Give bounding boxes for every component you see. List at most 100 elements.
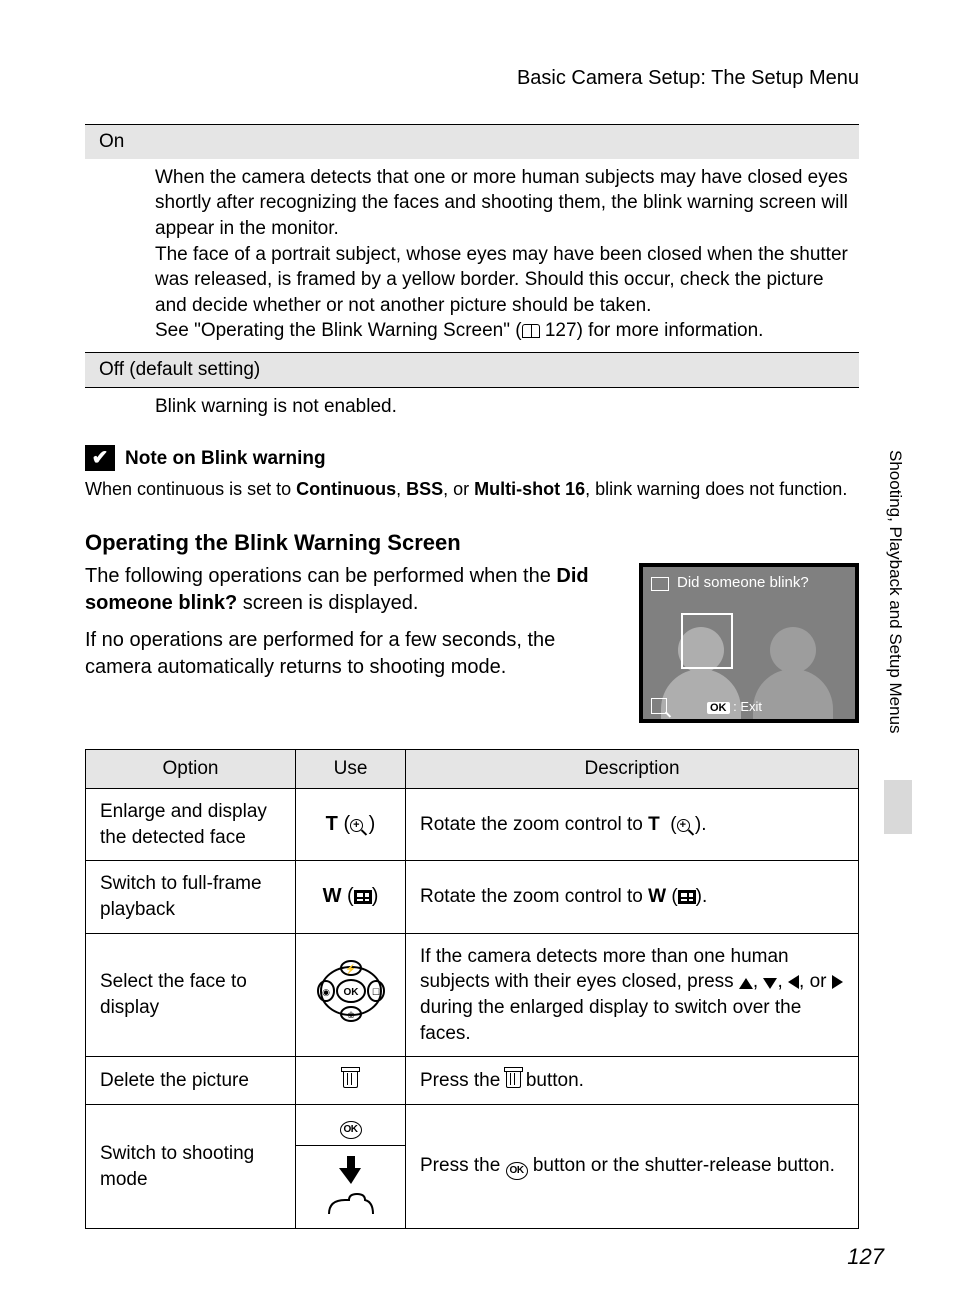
note-heading-row: ✔ Note on Blink warning xyxy=(85,445,859,471)
r2-desc-post: . xyxy=(702,886,707,907)
r1-desc-pre: Rotate the zoom control to xyxy=(420,814,648,835)
r2-desc-bold: W xyxy=(648,886,666,907)
table-row: Delete the picture Press the button. xyxy=(86,1057,859,1105)
table-row: Switch to full-frame playback W () Rotat… xyxy=(86,861,859,933)
r1-use: T ( ) xyxy=(296,789,406,861)
note-b2: BSS xyxy=(406,479,443,499)
note-block: ✔ Note on Blink warning When continuous … xyxy=(85,445,859,501)
up-icon xyxy=(739,978,753,989)
page-content: On When the camera detects that one or m… xyxy=(0,92,954,1229)
svg-text:◉: ◉ xyxy=(322,987,330,997)
th-description: Description xyxy=(406,750,859,789)
down-icon xyxy=(763,978,777,989)
svg-text:⚡: ⚡ xyxy=(345,963,356,975)
screen-exit: OK : Exit xyxy=(707,698,762,716)
r5-desc-pre: Press the xyxy=(420,1155,506,1176)
page-number: 127 xyxy=(847,1242,884,1272)
on-paragraph-2: The face of a portrait subject, whose ey… xyxy=(155,242,849,319)
r3-use: OK ⚡ ❀ ◉ ☐ xyxy=(296,933,406,1057)
r5-use-ok: OK xyxy=(296,1105,406,1146)
p1-post: screen is displayed. xyxy=(237,592,418,614)
note-b1: Continuous xyxy=(296,479,396,499)
r4-use xyxy=(296,1057,406,1105)
section-p2: If no operations are performed for a few… xyxy=(85,627,621,681)
note-text: When continuous is set to Continuous, BS… xyxy=(85,477,859,501)
multi-selector-icon: OK ⚡ ❀ ◉ ☐ xyxy=(315,955,387,1027)
r3-option: Select the face to display xyxy=(86,933,296,1057)
exit-text: : Exit xyxy=(733,699,762,714)
r2-use: W () xyxy=(296,861,406,933)
zoom-in-icon xyxy=(350,819,363,832)
chapter-title: Basic Camera Setup: The Setup Menu xyxy=(0,0,954,92)
note-pre: When continuous is set to xyxy=(85,479,296,499)
book-icon xyxy=(522,324,540,338)
r1-desc: Rotate the zoom control to T ( ). xyxy=(406,789,859,861)
note-s1: , xyxy=(396,479,406,499)
screen-title-bar: Did someone blink? xyxy=(651,573,847,593)
on-paragraph-1: When the camera detects that one or more… xyxy=(155,165,849,242)
svg-text:OK: OK xyxy=(343,987,359,998)
operations-table: Option Use Description Enlarge and displ… xyxy=(85,749,859,1229)
section-text: The following operations can be performe… xyxy=(85,563,621,691)
trash-icon xyxy=(506,1071,521,1088)
on-p3-post: ) for more information. xyxy=(577,320,764,341)
r1-use-letter: T xyxy=(326,813,338,835)
section-heading: Operating the Blink Warning Screen xyxy=(85,528,859,558)
setting-on-body: When the camera detects that one or more… xyxy=(85,159,859,352)
r2-desc: Rotate the zoom control to W (). xyxy=(406,861,859,933)
r2-option: Switch to full-frame playback xyxy=(86,861,296,933)
r4-option: Delete the picture xyxy=(86,1057,296,1105)
zoom-in-icon xyxy=(677,819,690,832)
on-paragraph-3: See "Operating the Blink Warning Screen"… xyxy=(155,318,849,344)
r5-option: Switch to shooting mode xyxy=(86,1105,296,1229)
r2-desc-pre: Rotate the zoom control to xyxy=(420,886,648,907)
r1-desc-bold: T xyxy=(648,814,660,835)
face-frame xyxy=(681,613,733,669)
thumbnail-icon xyxy=(354,890,372,904)
r5-desc-post: button or the shutter-release button. xyxy=(528,1155,835,1176)
magnify-icon xyxy=(651,698,667,714)
setting-on-header: On xyxy=(85,124,859,159)
ok-icon: OK xyxy=(340,1121,362,1139)
th-use: Use xyxy=(296,750,406,789)
shutter-icon xyxy=(327,1192,375,1218)
r5-desc: Press the OK button or the shutter-relea… xyxy=(406,1105,859,1229)
table-row: Enlarge and display the detected face T … xyxy=(86,789,859,861)
svg-text:☐: ☐ xyxy=(371,987,379,997)
return-icon xyxy=(651,577,669,591)
ok-tag: OK xyxy=(707,702,730,714)
r4-desc-post: button. xyxy=(521,1070,584,1091)
arrow-down-icon xyxy=(339,1156,363,1184)
on-p3-ref: 127 xyxy=(540,320,577,341)
on-p3-pre: See "Operating the Blink Warning Screen"… xyxy=(155,320,522,341)
note-b3: Multi-shot 16 xyxy=(474,479,585,499)
screen-footer: OK : Exit xyxy=(651,698,847,716)
note-s2: , or xyxy=(443,479,474,499)
trash-icon xyxy=(343,1071,358,1088)
ok-icon: OK xyxy=(506,1162,528,1180)
th-option: Option xyxy=(86,750,296,789)
r1-desc-post: . xyxy=(701,814,706,835)
svg-text:❀: ❀ xyxy=(347,1010,355,1020)
table-row: Switch to shooting mode OK Press the OK … xyxy=(86,1105,859,1146)
section-p1: The following operations can be performe… xyxy=(85,563,621,617)
screen-title-text: Did someone blink? xyxy=(677,573,809,593)
setting-off-header: Off (default setting) xyxy=(85,352,859,388)
r4-desc-pre: Press the xyxy=(420,1070,506,1091)
r4-desc: Press the button. xyxy=(406,1057,859,1105)
side-tab-block xyxy=(884,780,912,834)
note-check-icon: ✔ xyxy=(85,445,115,471)
thumbnail-icon xyxy=(678,890,696,904)
note-post: , blink warning does not function. xyxy=(585,479,847,499)
table-header-row: Option Use Description xyxy=(86,750,859,789)
table-row: Select the face to display OK ⚡ ❀ ◉ xyxy=(86,933,859,1057)
p1-pre: The following operations can be performe… xyxy=(85,565,556,587)
r2-use-letter: W xyxy=(323,885,342,907)
r5-use-shutter xyxy=(296,1145,406,1228)
setting-off-body: Blink warning is not enabled. xyxy=(85,388,859,428)
note-heading: Note on Blink warning xyxy=(125,446,326,472)
r3-desc: If the camera detects more than one huma… xyxy=(406,933,859,1057)
side-tab-label: Shooting, Playback and Setup Menus xyxy=(883,450,906,734)
r1-option: Enlarge and display the detected face xyxy=(86,789,296,861)
section-wrap: The following operations can be performe… xyxy=(85,563,859,723)
